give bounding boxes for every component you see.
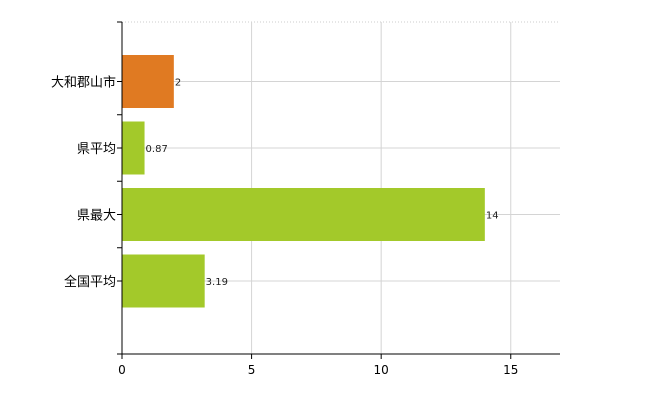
- bar: [122, 55, 174, 108]
- data-label: 0.87: [146, 144, 168, 155]
- data-label: 3.19: [206, 277, 228, 288]
- x-tick-label: 5: [248, 363, 256, 377]
- y-tick-label: 県平均: [77, 142, 116, 157]
- bar: [122, 121, 145, 175]
- y-tick-label: 県最大: [77, 209, 116, 224]
- y-tick-label: 大和郡山市: [51, 75, 116, 91]
- y-tick-label: 全国平均: [64, 274, 116, 290]
- axes: [117, 21, 560, 359]
- bar: [122, 188, 485, 241]
- data-label: 2: [175, 78, 181, 89]
- data-label: 14: [486, 211, 499, 222]
- bar: [122, 254, 205, 308]
- bars: [122, 55, 485, 308]
- x-tick-label: 15: [503, 363, 518, 377]
- x-tick-label: 10: [374, 363, 389, 377]
- x-tick-label: 0: [118, 363, 126, 377]
